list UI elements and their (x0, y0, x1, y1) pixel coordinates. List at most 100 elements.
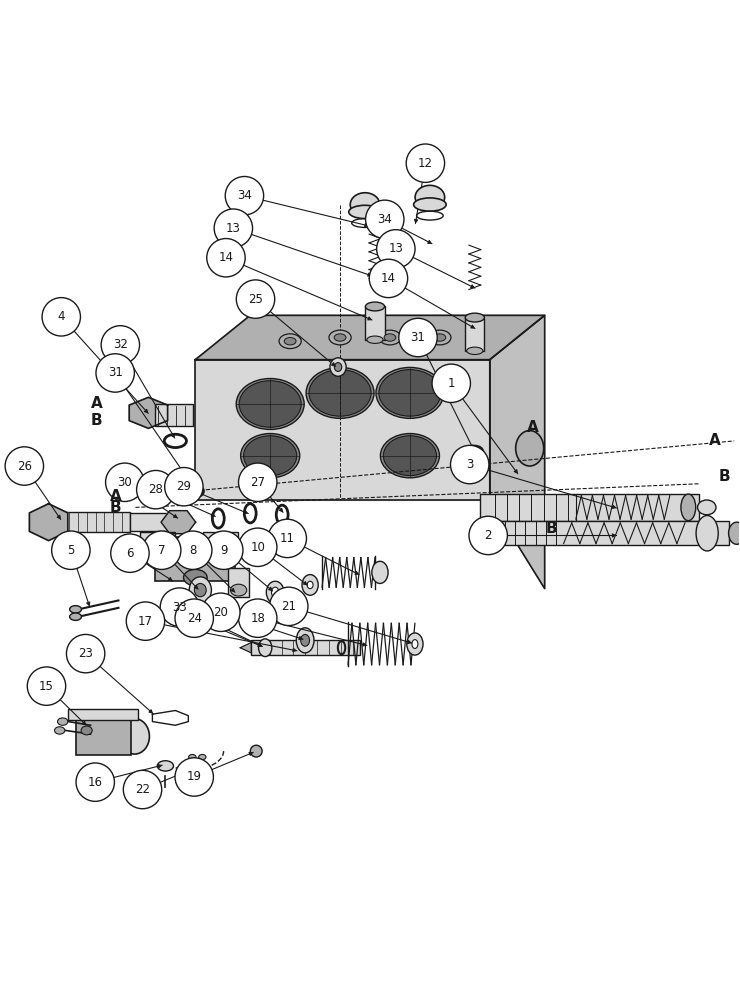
Text: 31: 31 (108, 366, 123, 379)
Circle shape (124, 770, 162, 809)
Circle shape (225, 176, 263, 215)
Circle shape (137, 470, 175, 509)
Circle shape (451, 445, 489, 484)
Ellipse shape (467, 347, 483, 354)
Text: 30: 30 (118, 476, 132, 489)
Text: 32: 32 (113, 338, 128, 351)
Ellipse shape (58, 718, 68, 725)
Bar (155, 404, 193, 426)
Ellipse shape (384, 334, 396, 341)
Circle shape (101, 326, 140, 364)
Text: 8: 8 (189, 544, 196, 557)
Circle shape (469, 516, 508, 555)
Circle shape (201, 593, 240, 631)
Bar (204, 532, 238, 546)
Text: 15: 15 (39, 680, 54, 693)
Ellipse shape (230, 584, 246, 596)
Circle shape (238, 528, 277, 566)
Ellipse shape (279, 334, 301, 349)
Ellipse shape (193, 763, 208, 772)
Ellipse shape (698, 500, 716, 515)
Circle shape (175, 758, 213, 796)
Ellipse shape (120, 719, 149, 754)
Circle shape (238, 463, 277, 501)
Ellipse shape (428, 330, 451, 345)
Ellipse shape (300, 634, 309, 646)
Text: 6: 6 (127, 547, 134, 560)
Text: 22: 22 (135, 783, 150, 796)
Ellipse shape (434, 334, 445, 341)
Ellipse shape (412, 640, 418, 648)
Ellipse shape (307, 581, 313, 589)
Ellipse shape (243, 436, 297, 476)
Bar (490, 521, 730, 545)
Circle shape (238, 599, 277, 637)
Text: B: B (545, 521, 556, 536)
Ellipse shape (236, 378, 304, 429)
Ellipse shape (70, 613, 81, 620)
Circle shape (204, 531, 243, 569)
Bar (68, 709, 138, 720)
Text: 13: 13 (226, 222, 240, 235)
Polygon shape (195, 315, 545, 360)
Circle shape (399, 318, 437, 357)
Ellipse shape (302, 575, 318, 595)
Text: 26: 26 (17, 460, 32, 473)
Text: 20: 20 (213, 606, 228, 619)
Circle shape (377, 230, 415, 268)
Text: 14: 14 (218, 251, 234, 264)
Ellipse shape (158, 761, 173, 771)
Ellipse shape (81, 726, 92, 735)
Ellipse shape (184, 569, 207, 586)
Bar (252, 640, 360, 655)
Text: 14: 14 (381, 272, 396, 285)
Bar (465, 318, 485, 351)
Ellipse shape (296, 628, 314, 653)
Text: B: B (719, 469, 730, 484)
Ellipse shape (681, 494, 696, 521)
Circle shape (67, 634, 105, 673)
Polygon shape (30, 504, 68, 541)
Circle shape (76, 763, 115, 801)
Circle shape (106, 463, 144, 501)
Circle shape (268, 519, 306, 558)
Ellipse shape (334, 334, 346, 341)
Text: A: A (708, 433, 720, 448)
Ellipse shape (329, 330, 352, 345)
Ellipse shape (195, 583, 206, 597)
Circle shape (27, 667, 66, 705)
Circle shape (269, 587, 308, 626)
Text: 17: 17 (138, 615, 153, 628)
Ellipse shape (415, 185, 445, 209)
Bar (75, 718, 131, 755)
Text: 19: 19 (186, 770, 202, 783)
Ellipse shape (258, 639, 272, 657)
Polygon shape (490, 315, 545, 589)
Text: 29: 29 (176, 480, 192, 493)
Polygon shape (195, 360, 490, 500)
Ellipse shape (380, 434, 440, 478)
Polygon shape (161, 511, 195, 534)
Ellipse shape (266, 581, 284, 603)
Circle shape (5, 447, 44, 485)
Circle shape (143, 531, 181, 569)
Ellipse shape (350, 193, 380, 216)
Ellipse shape (189, 754, 196, 760)
Text: 34: 34 (237, 189, 252, 202)
Ellipse shape (349, 205, 381, 219)
Circle shape (366, 200, 404, 239)
Circle shape (432, 364, 471, 403)
Ellipse shape (239, 381, 301, 427)
Circle shape (173, 531, 212, 569)
Bar (228, 568, 249, 597)
Ellipse shape (330, 358, 346, 376)
Ellipse shape (729, 522, 740, 544)
Circle shape (127, 602, 165, 640)
Bar (366, 306, 385, 340)
Text: 34: 34 (377, 213, 392, 226)
Text: 33: 33 (172, 601, 186, 614)
Ellipse shape (516, 431, 544, 466)
Circle shape (165, 468, 203, 506)
Circle shape (161, 588, 198, 626)
Bar (130, 513, 175, 531)
